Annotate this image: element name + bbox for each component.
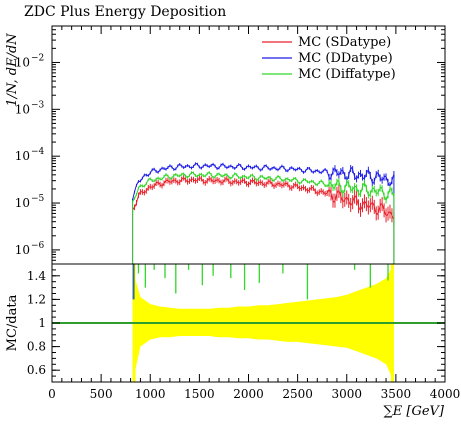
legend-label: MC (Diffatype)	[298, 67, 396, 82]
chart-title: ZDC Plus Energy Deposition	[24, 4, 227, 20]
legend-label: MC (SDatype)	[298, 35, 391, 50]
x-tick-label: 4000	[430, 387, 461, 401]
x-tick-label: 1500	[184, 387, 215, 401]
bottom-series-layer	[132, 264, 389, 300]
ratio-y-tick-label: 1.4	[27, 269, 46, 283]
x-tick-label: 3500	[381, 387, 412, 401]
y-tick-exponent: −6	[31, 241, 45, 251]
top-y-axis-label: 1/N, dE/dN	[5, 33, 20, 107]
x-tick-label: 500	[90, 387, 113, 401]
y-tick-label: 10	[15, 243, 30, 257]
ratio-y-tick-label: 1	[38, 316, 46, 330]
top-y-axis: 10−610−510−410−310−2	[15, 25, 445, 265]
ratio-y-tick-label: 0.6	[27, 363, 46, 377]
x-tick-label: 1000	[135, 387, 166, 401]
ratio-y-tick-label: 0.8	[27, 340, 46, 354]
top-series-layer	[132, 162, 395, 264]
x-axis: 0 500 1000 1500 2000 2500 3000 3500 4000	[48, 26, 460, 401]
bottom-y-axis: 0.6 0.8 1 1.2 1.4	[27, 269, 445, 377]
y-tick-label: 10	[15, 149, 30, 163]
x-tick-label: 0	[48, 387, 56, 401]
y-tick-label: 10	[15, 55, 30, 69]
bottom-y-axis-label: MC/data	[5, 294, 20, 351]
y-tick-exponent: −2	[31, 53, 44, 63]
x-tick-label: 3000	[331, 387, 362, 401]
x-axis-label: ∑E [GeV]	[383, 404, 444, 419]
x-tick-label: 2500	[282, 387, 313, 401]
y-tick-label: 10	[15, 196, 30, 210]
legend-label: MC (DDatype)	[298, 51, 393, 66]
y-tick-exponent: −4	[31, 147, 45, 157]
y-tick-exponent: −3	[31, 100, 45, 110]
y-tick-exponent: −5	[31, 194, 45, 204]
x-tick-label: 2000	[233, 387, 264, 401]
y-tick-label: 10	[15, 102, 30, 116]
ratio-y-tick-label: 1.2	[27, 292, 46, 306]
legend: MC (SDatype)MC (DDatype)MC (Diffatype)	[262, 35, 396, 82]
